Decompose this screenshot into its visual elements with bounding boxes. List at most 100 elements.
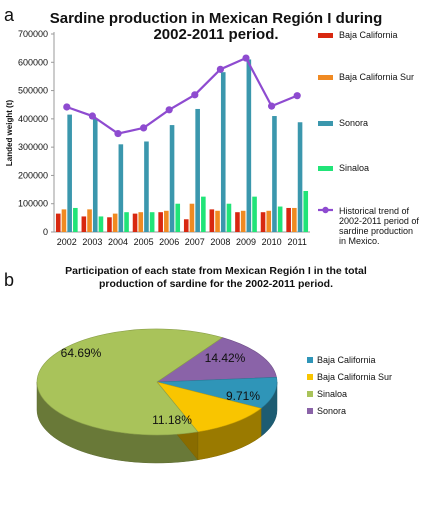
bar-sinaloa bbox=[98, 216, 104, 232]
trend-point bbox=[140, 124, 148, 132]
bar-baja-california-sur bbox=[292, 207, 297, 232]
legend-swatch-baja-california bbox=[318, 33, 333, 38]
x-tick-label: 2006 bbox=[159, 237, 179, 247]
bar-baja-california-sur bbox=[61, 209, 67, 232]
bar-sinaloa bbox=[124, 212, 129, 232]
bar-baja-california-sur bbox=[138, 212, 144, 232]
trend-point bbox=[114, 129, 122, 138]
pie-legend-label-sinaloa: Sinaloa bbox=[317, 389, 347, 399]
y-tick-label: 600000 bbox=[18, 57, 48, 67]
pie-chart-title-line: Participation of each state from Mexican… bbox=[65, 265, 367, 277]
bar-sinaloa bbox=[252, 196, 257, 232]
bar-baja-california bbox=[158, 212, 163, 232]
pie-data-label-baja-california: 9.71% bbox=[226, 389, 260, 403]
x-tick-label: 2009 bbox=[236, 237, 256, 247]
x-tick-label: 2004 bbox=[108, 237, 128, 247]
bar-baja-california bbox=[55, 213, 61, 232]
bar-baja-california bbox=[260, 212, 266, 232]
bar-sinaloa bbox=[201, 196, 206, 232]
bar-baja-california-sur bbox=[240, 210, 246, 232]
pie-slice-baja-california-sur bbox=[156, 381, 262, 433]
bar-sonora bbox=[67, 114, 72, 232]
bar-sonora bbox=[195, 108, 200, 232]
bar-sonora bbox=[92, 118, 98, 232]
bar-baja-california-sur bbox=[266, 210, 272, 232]
bar-baja-california bbox=[286, 207, 291, 232]
y-tick-label: 400000 bbox=[18, 114, 48, 124]
bar-sonora bbox=[169, 125, 175, 232]
trend-point bbox=[165, 106, 173, 114]
x-tick-label: 2011 bbox=[288, 237, 307, 247]
trend-point bbox=[216, 65, 224, 73]
bar-chart-title-line: Sardine production in Mexican Región I d… bbox=[50, 10, 383, 27]
bar-sonora bbox=[297, 122, 303, 232]
x-tick-label: 2007 bbox=[185, 237, 205, 247]
legend-marker-trend bbox=[322, 206, 329, 214]
legend-label-trend-line: sardine production bbox=[339, 226, 413, 236]
trend-point bbox=[63, 103, 71, 111]
bar-baja-california bbox=[107, 217, 112, 232]
pie-legend-swatch-sinaloa bbox=[307, 391, 313, 397]
bar-baja-california bbox=[183, 219, 189, 232]
pie-legend-swatch-sonora bbox=[307, 408, 313, 414]
x-tick-label: 2003 bbox=[82, 237, 102, 247]
legend-swatch-sonora bbox=[318, 121, 333, 126]
y-tick-label: 300000 bbox=[18, 142, 48, 152]
trend-point bbox=[88, 112, 96, 120]
bar-sonora bbox=[246, 59, 252, 233]
legend-label-sinaloa: Sinaloa bbox=[339, 163, 369, 173]
pie-legend-label-baja-california-sur: Baja California Sur bbox=[317, 372, 392, 382]
legend-label-baja-california: Baja California bbox=[339, 30, 398, 40]
y-tick-label: 500000 bbox=[18, 86, 48, 96]
legend-label-trend-line: 2002-2011 period of bbox=[339, 216, 419, 226]
panel-a-label: a bbox=[4, 5, 15, 25]
bar-sinaloa bbox=[277, 206, 283, 232]
pie-legend-label-baja-california: Baja California bbox=[317, 355, 376, 365]
pie-slice-baja-california bbox=[156, 376, 278, 409]
bar-sinaloa bbox=[175, 203, 181, 232]
pie-slice-sinaloa bbox=[36, 328, 224, 436]
pie-data-label-baja-california-sur: 11.18% bbox=[152, 413, 192, 427]
pie-legend-label-sonora: Sonora bbox=[317, 406, 346, 416]
pie-slice-sonora bbox=[155, 337, 277, 383]
bar-sinaloa bbox=[73, 207, 78, 232]
legend-label-trend-line: Historical trend of bbox=[339, 206, 410, 216]
bar-sonora bbox=[272, 116, 277, 232]
bar-chart: Sardine production in Mexican Región I d… bbox=[5, 10, 419, 247]
bar-baja-california-sur bbox=[112, 213, 118, 232]
bar-baja-california-sur bbox=[87, 209, 92, 232]
trend-point bbox=[242, 54, 250, 62]
y-tick-label: 0 bbox=[43, 227, 48, 237]
pie-data-label-sonora: 14.42% bbox=[205, 351, 246, 365]
y-axis-label: Landed weight (t) bbox=[5, 100, 14, 167]
legend-swatch-sinaloa bbox=[318, 166, 333, 171]
panel-b-label: b bbox=[4, 270, 14, 290]
bar-sinaloa bbox=[303, 190, 309, 232]
bar-baja-california bbox=[209, 209, 215, 232]
bar-baja-california-sur bbox=[215, 210, 220, 232]
legend-label-baja-california-sur: Baja California Sur bbox=[339, 72, 414, 82]
trend-line bbox=[66, 56, 298, 135]
bar-baja-california-sur bbox=[164, 210, 169, 232]
legend-label-sonora: Sonora bbox=[339, 118, 368, 128]
x-tick-label: 2005 bbox=[134, 237, 154, 247]
y-tick-label: 200000 bbox=[18, 170, 48, 180]
x-tick-label: 2010 bbox=[262, 237, 282, 247]
pie-chart-title-line: production of sardine for the 2002-2011 … bbox=[99, 278, 333, 290]
x-tick-label: 2008 bbox=[210, 237, 230, 247]
bar-chart-title-line: 2002-2011 period. bbox=[153, 26, 278, 43]
x-tick-label: 2002 bbox=[57, 237, 77, 247]
trend-point bbox=[293, 92, 301, 100]
pie-data-label-sinaloa: 64.69% bbox=[61, 346, 102, 360]
bar-baja-california bbox=[81, 216, 87, 232]
trend-point bbox=[191, 91, 199, 99]
pie-chart: Participation of each state from Mexican… bbox=[36, 265, 392, 464]
bar-baja-california-sur bbox=[189, 203, 195, 232]
bar-sonora bbox=[144, 141, 149, 232]
bar-sonora bbox=[220, 72, 226, 232]
bar-sinaloa bbox=[149, 212, 155, 232]
bar-sonora bbox=[118, 144, 124, 232]
pie-legend-swatch-baja-california bbox=[307, 357, 313, 363]
trend-point bbox=[268, 102, 276, 110]
